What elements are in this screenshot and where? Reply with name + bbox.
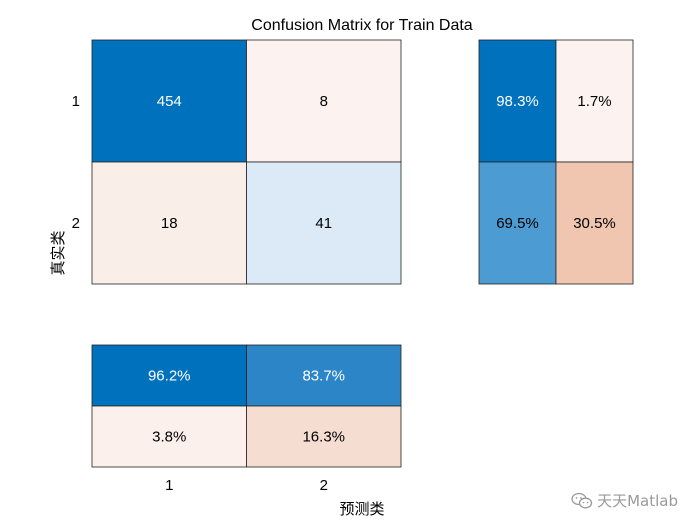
column-summary-cell-1-2 (246, 344, 402, 407)
matrix-label-1-1: 454 (157, 93, 182, 110)
column-summary-label-1-2: 83.7% (302, 368, 345, 385)
column-summary-cell-2-2 (246, 405, 402, 468)
row-tick-label-2: 2 (72, 215, 80, 232)
watermark: 天天Matlab (571, 490, 678, 511)
y-axis-label: 真实类 (49, 230, 67, 275)
matrix-label-2-2: 41 (315, 215, 332, 232)
matrix-label-2-1: 18 (161, 215, 178, 232)
row-summary-cell-1-2 (555, 39, 634, 163)
row-summary-cell-1-1 (478, 39, 557, 163)
chart-title: Confusion Matrix for Train Data (251, 17, 473, 34)
row-summary-cell-2-2 (555, 161, 634, 285)
column-summary-label-1-1: 96.2% (148, 368, 191, 385)
row-summary-label-1-2: 1.7% (577, 93, 611, 110)
matrix-label-1-2: 8 (320, 93, 328, 110)
row-summary-label-2-1: 69.5% (496, 215, 539, 232)
matrix-cell-1-1 (91, 39, 247, 163)
matrix-cell-1-2 (246, 39, 402, 163)
x-axis-label: 预测类 (339, 500, 384, 518)
column-summary: 96.2% 83.7% 3.8% 16.3% (91, 344, 402, 468)
wechat-icon (571, 492, 593, 508)
row-summary: 98.3% 1.7% 69.5% 30.5% (478, 39, 634, 285)
row-summary-cell-2-1 (478, 161, 557, 285)
row-tick-label-1: 1 (72, 93, 80, 110)
row-summary-label-1-1: 98.3% (496, 93, 539, 110)
row-summary-label-2-2: 30.5% (573, 215, 616, 232)
column-tick-label-2: 2 (320, 477, 328, 494)
matrix-cell-2-1 (91, 161, 247, 285)
row-tick-labels: 12 (72, 93, 80, 232)
column-summary-label-2-2: 16.3% (302, 429, 345, 446)
watermark-text: 天天Matlab (597, 492, 678, 510)
confusion-matrix: 454 8 18 41 (91, 39, 402, 285)
column-tick-label-1: 1 (165, 477, 173, 494)
matrix-cell-2-2 (246, 161, 402, 285)
column-summary-label-2-1: 3.8% (152, 429, 186, 446)
